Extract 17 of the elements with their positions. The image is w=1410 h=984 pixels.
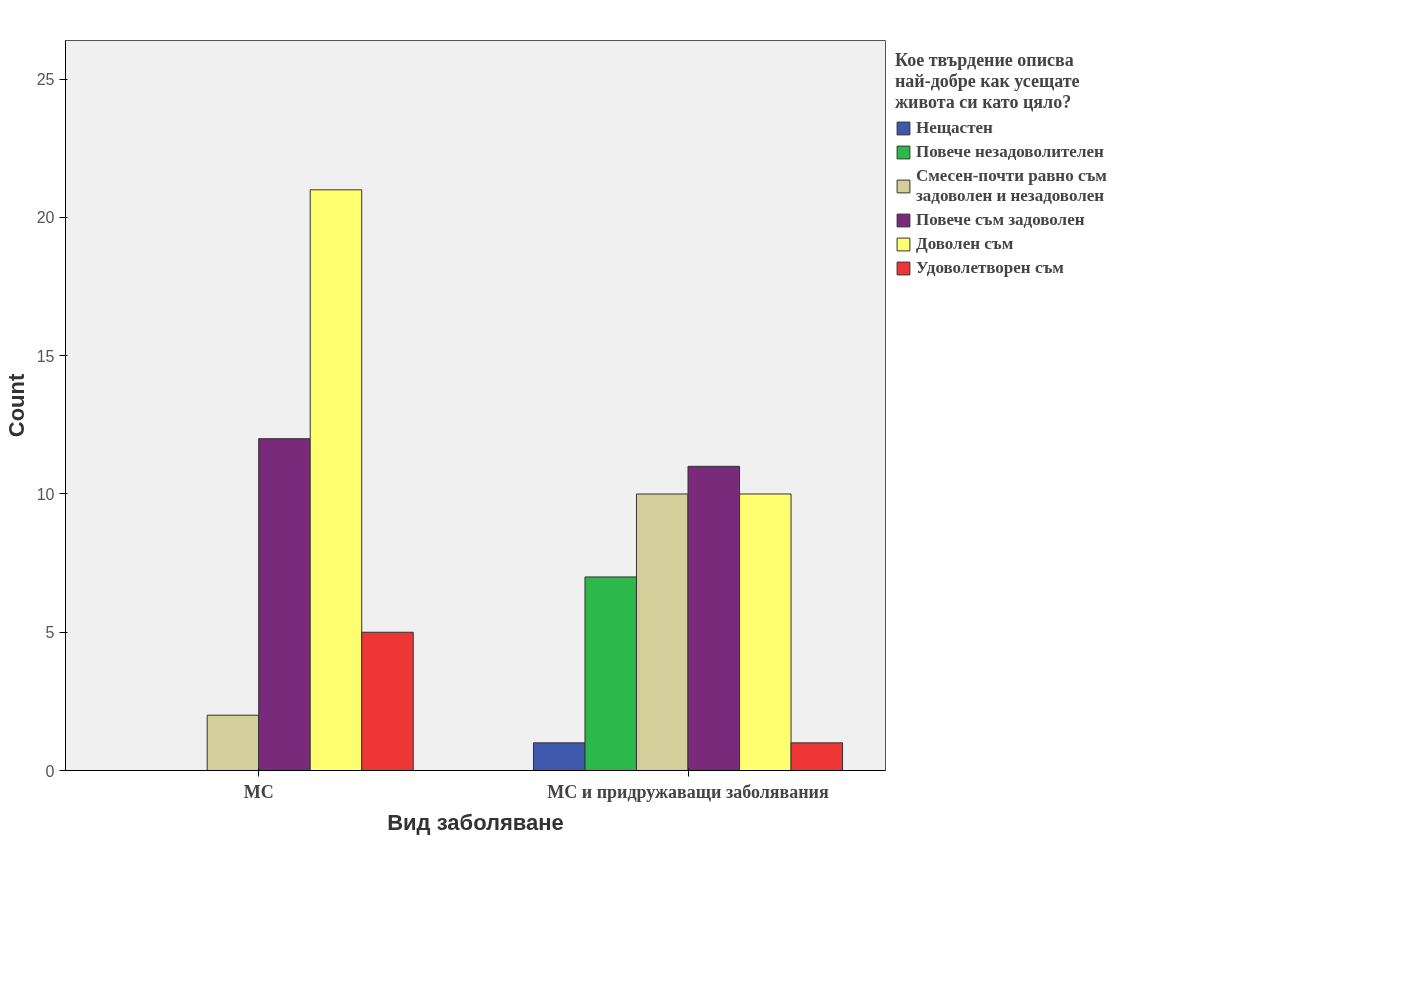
x-tick-label: МС <box>243 781 274 802</box>
y-tick-label: 5 <box>45 624 55 642</box>
y-axis-title: Count <box>3 373 29 438</box>
y-tick-label: 25 <box>36 71 55 89</box>
legend-label: Смесен-почти равно съм задоволен и незадоволен <box>916 166 1107 206</box>
y-tick-label: 10 <box>36 485 55 503</box>
legend-label: Удоволетворен съм <box>916 258 1064 278</box>
x-axis-title: Вид заболяване <box>387 809 564 835</box>
y-tick-label: 20 <box>36 209 55 227</box>
legend-title: Кое твърдение описва най-добре как усещате живота си като цяло? <box>895 50 1081 113</box>
x-tick-label: МС и придружаващи заболявания <box>547 781 829 802</box>
y-tick-label: 0 <box>45 762 55 780</box>
legend-label: Повече съм задоволен <box>916 210 1085 230</box>
legend-label: Нещастен <box>916 118 993 138</box>
legend-label: Доволен съм <box>916 234 1014 254</box>
y-tick-label: 15 <box>36 347 55 365</box>
legend-label: Повече незадоволителен <box>916 142 1104 162</box>
